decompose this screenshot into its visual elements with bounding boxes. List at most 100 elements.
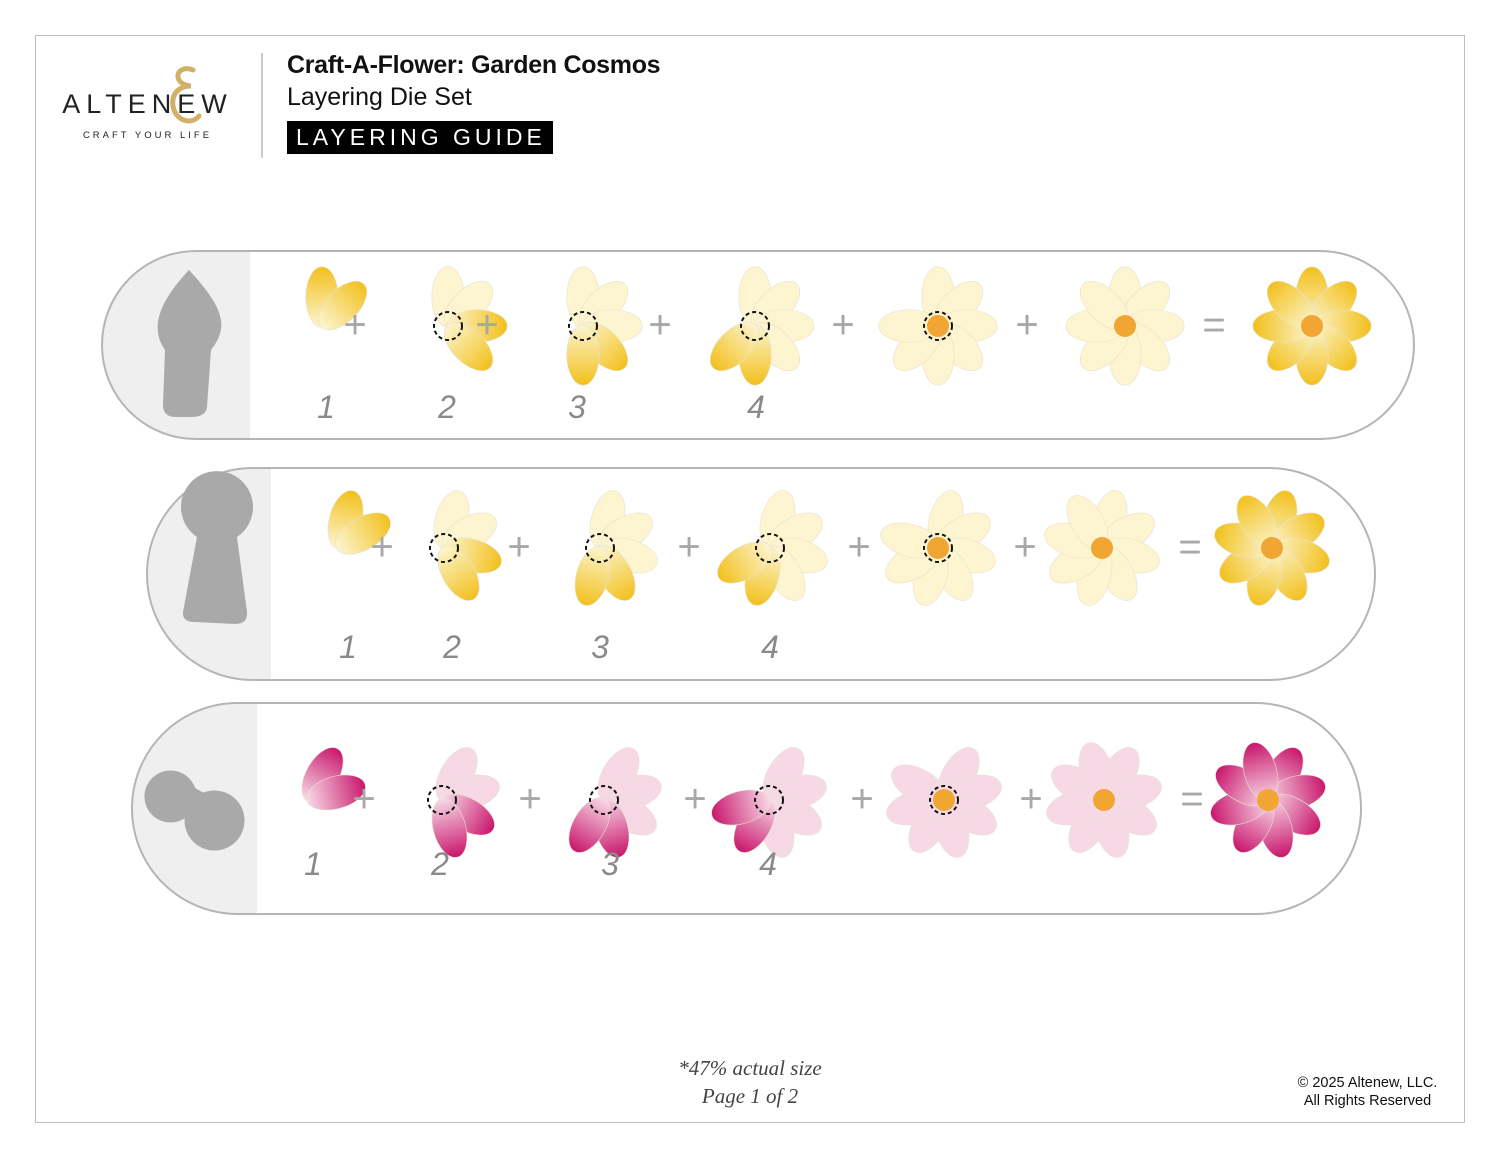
equals-sign: = — [1180, 777, 1203, 821]
plus-sign: + — [370, 525, 393, 569]
plus-sign: + — [1013, 525, 1036, 569]
flower-step-6 — [1044, 490, 1160, 606]
flower-step-3 — [566, 266, 643, 386]
layer-marker-circle — [929, 785, 959, 815]
flower-center — [1261, 537, 1283, 559]
finished-flower — [1252, 266, 1372, 386]
flower-row-2: + + + + + = 1 2 3 4 — [146, 467, 1376, 681]
step-number: 4 — [759, 846, 777, 882]
step-number: 3 — [568, 389, 586, 425]
layer-marker-circle — [755, 533, 785, 563]
petal — [437, 545, 480, 601]
page-subtitle: Layering Die Set — [287, 83, 472, 111]
logo-wordmark: ALTENEW — [62, 89, 233, 119]
flower-row-3: + + + + + = 1 2 3 4 — [131, 702, 1362, 915]
flower-step-6 — [1065, 266, 1185, 386]
logo-ampersand-icon — [170, 66, 202, 124]
row-border — [101, 250, 1415, 440]
copyright: © 2025 Altenew, LLC. — [1297, 1075, 1438, 1091]
petal — [568, 797, 611, 853]
flower-step-4 — [711, 747, 827, 858]
die-silhouette-icon — [157, 270, 222, 417]
layer-marker-circle — [568, 311, 598, 341]
flower-center — [927, 315, 949, 337]
plus-sign: + — [352, 777, 375, 821]
petal — [566, 324, 600, 386]
plus-sign: + — [343, 303, 366, 347]
petal — [317, 280, 368, 331]
step-number: 4 — [761, 629, 779, 665]
copyright-block: © 2025 Altenew, LLC. All Rights Reserved — [1270, 1074, 1465, 1110]
layer-marker-circle — [740, 311, 770, 341]
flower-step-2 — [427, 747, 500, 858]
ampersand-stroke — [170, 66, 202, 124]
step-number: 3 — [591, 629, 609, 665]
layer-marker-circle — [427, 785, 457, 815]
layer-marker-circle — [585, 533, 615, 563]
flower-step-3 — [568, 747, 662, 858]
petal — [335, 512, 391, 555]
flower-center — [1301, 315, 1323, 337]
layering-guide-badge: LAYERING GUIDE — [287, 121, 553, 154]
layer-marker-circle — [923, 311, 953, 341]
layer-marker-circle — [754, 785, 784, 815]
plus-sign: + — [1015, 303, 1038, 347]
flower-step-4 — [717, 490, 828, 606]
petal — [717, 541, 773, 584]
plus-sign: + — [507, 525, 530, 569]
step-number: 1 — [339, 629, 357, 665]
flower-center — [933, 789, 955, 811]
plus-sign: + — [475, 303, 498, 347]
plus-sign: + — [847, 525, 870, 569]
step-number: 3 — [601, 846, 619, 882]
step-number: 2 — [430, 846, 449, 882]
row-border — [131, 702, 1362, 915]
flower-step-1 — [327, 490, 391, 555]
flower-step-3 — [574, 490, 658, 606]
flower-step-1 — [301, 747, 366, 811]
step-number: 2 — [442, 629, 461, 665]
petal — [709, 321, 760, 372]
petal — [306, 774, 366, 811]
flower-center — [1091, 537, 1113, 559]
flower-step-5 — [878, 266, 998, 386]
plus-sign: + — [677, 525, 700, 569]
plus-sign: + — [683, 777, 706, 821]
die-silhouette-icon — [181, 471, 253, 624]
flower-step-2 — [429, 490, 502, 601]
flower-center — [927, 537, 949, 559]
scale-note: *47% actual size — [678, 1056, 822, 1080]
petal — [574, 546, 611, 606]
layer-marker-circle — [429, 533, 459, 563]
layer-marker-circle — [589, 785, 619, 815]
plus-sign: + — [831, 303, 854, 347]
flower-step-4 — [709, 266, 815, 386]
die-silhouette-icon — [166, 780, 217, 827]
page-number: Page 1 of 2 — [701, 1084, 799, 1108]
flower-step-6 — [1046, 742, 1162, 858]
flower-step-1 — [305, 266, 368, 331]
flower-center — [1257, 789, 1279, 811]
equals-sign: = — [1202, 303, 1225, 347]
layer-marker-circle — [433, 311, 463, 341]
flower-step-2 — [431, 266, 508, 372]
step-number: 4 — [747, 389, 765, 425]
altenew-logo: ALTENEW CRAFT YOUR LIFE — [55, 64, 240, 141]
plus-sign: + — [850, 777, 873, 821]
flower-center — [1114, 315, 1136, 337]
flower-step-5 — [880, 490, 996, 606]
finished-flower — [1214, 490, 1330, 606]
page-border — [35, 35, 1465, 1123]
row-border — [146, 467, 1376, 681]
petal — [443, 321, 494, 372]
step-number: 2 — [437, 389, 456, 425]
flower-step-5 — [886, 747, 1002, 858]
flower-center — [1093, 789, 1115, 811]
layer-marker-circle — [923, 533, 953, 563]
step-number: 1 — [304, 846, 322, 882]
equals-sign: = — [1178, 525, 1201, 569]
logo-tagline: CRAFT YOUR LIFE — [82, 130, 213, 141]
plus-sign: + — [648, 303, 671, 347]
plus-sign: + — [518, 777, 541, 821]
